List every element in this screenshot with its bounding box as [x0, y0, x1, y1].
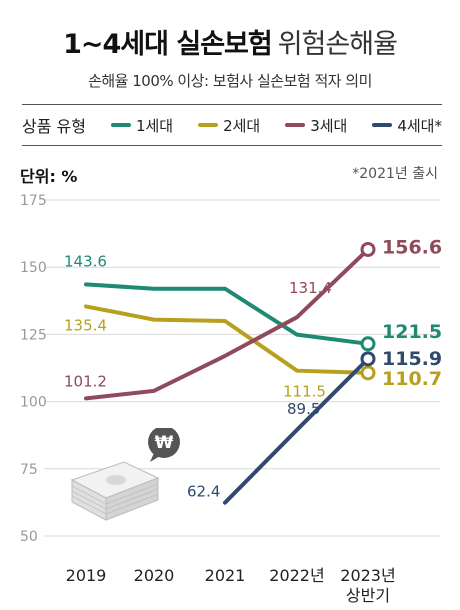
data-label-gen3: 101.2 — [64, 372, 107, 390]
data-label-gen4: 89.5 — [287, 400, 320, 418]
series-line-gen2 — [84, 304, 370, 375]
legend-swatch-gen4 — [372, 123, 393, 127]
data-label-gen2: 110.7 — [382, 368, 442, 390]
title-bold: 1~4세대 실손보험 — [63, 29, 273, 60]
x-tick-label: 상반기 — [346, 586, 390, 605]
title-light: 위험손해율 — [277, 29, 398, 60]
y-tick-label: 75 — [20, 462, 38, 478]
x-tick-label: 2019 — [66, 566, 107, 585]
chart-subtitle: 손해율 100% 이상: 보험사 실손보험 적자 의미 — [88, 72, 372, 90]
legend-title: 상품 유형 — [22, 117, 86, 136]
data-label-gen2: 111.5 — [283, 383, 326, 401]
y-tick-label: 100 — [20, 395, 47, 411]
footnote: *2021년 출시 — [352, 166, 438, 182]
y-tick-label: 175 — [20, 193, 47, 209]
x-tick-label: 2022년 — [269, 566, 324, 585]
series-end-marker-gen3 — [360, 241, 376, 257]
x-tick-label: 2023년 — [340, 566, 395, 585]
legend-item-gen1: 1세대 — [110, 115, 174, 136]
y-tick-label: 50 — [20, 529, 38, 545]
data-label-gen1: 143.6 — [64, 252, 107, 270]
series-line-gen3 — [84, 247, 370, 401]
legend-swatch-gen2 — [198, 123, 219, 127]
x-tick-label: 2020 — [134, 566, 175, 585]
series-line-gen4 — [223, 356, 370, 505]
won-money-icon: ₩ — [70, 428, 180, 521]
legend-label-gen2: 2세대 — [223, 116, 261, 135]
data-label-gen3: 131.4 — [289, 279, 332, 297]
chart-title: 1~4세대 실손보험 위험손해율 — [0, 22, 460, 61]
data-label-gen3: 156.6 — [382, 236, 442, 258]
legend-swatch-gen1 — [110, 123, 131, 127]
y-tick-label: 125 — [20, 327, 47, 343]
legend: 상품 유형 1세대 2세대 3세대 4세대* — [22, 104, 442, 146]
series-end-marker-gen2 — [360, 365, 376, 381]
legend-label-gen3: 3세대 — [310, 116, 348, 135]
unit-label: 단위: % — [20, 167, 78, 186]
series-end-marker-gen1 — [360, 336, 376, 352]
legend-label-gen1: 1세대 — [135, 116, 174, 135]
x-tick-label: 2021 — [205, 566, 246, 585]
data-label-gen4: 62.4 — [187, 483, 220, 501]
won-bubble-icon: ₩ — [148, 428, 180, 462]
data-label-gen1: 121.5 — [382, 321, 442, 343]
series-end-marker-gen4 — [360, 351, 376, 367]
legend-item-gen3: 3세대 — [285, 115, 347, 136]
legend-swatch-gen3 — [285, 123, 306, 127]
legend-item-gen2: 2세대 — [198, 115, 260, 136]
data-label-gen4: 115.9 — [382, 348, 442, 370]
legend-label-gen4: 4세대* — [397, 116, 442, 135]
svg-text:₩: ₩ — [155, 433, 174, 453]
data-label-gen2: 135.4 — [64, 316, 107, 334]
banknote-stack-icon — [70, 461, 160, 521]
legend-item-gen4: 4세대* — [372, 115, 442, 136]
series-line-gen1 — [84, 282, 370, 346]
y-tick-label: 150 — [20, 260, 47, 276]
